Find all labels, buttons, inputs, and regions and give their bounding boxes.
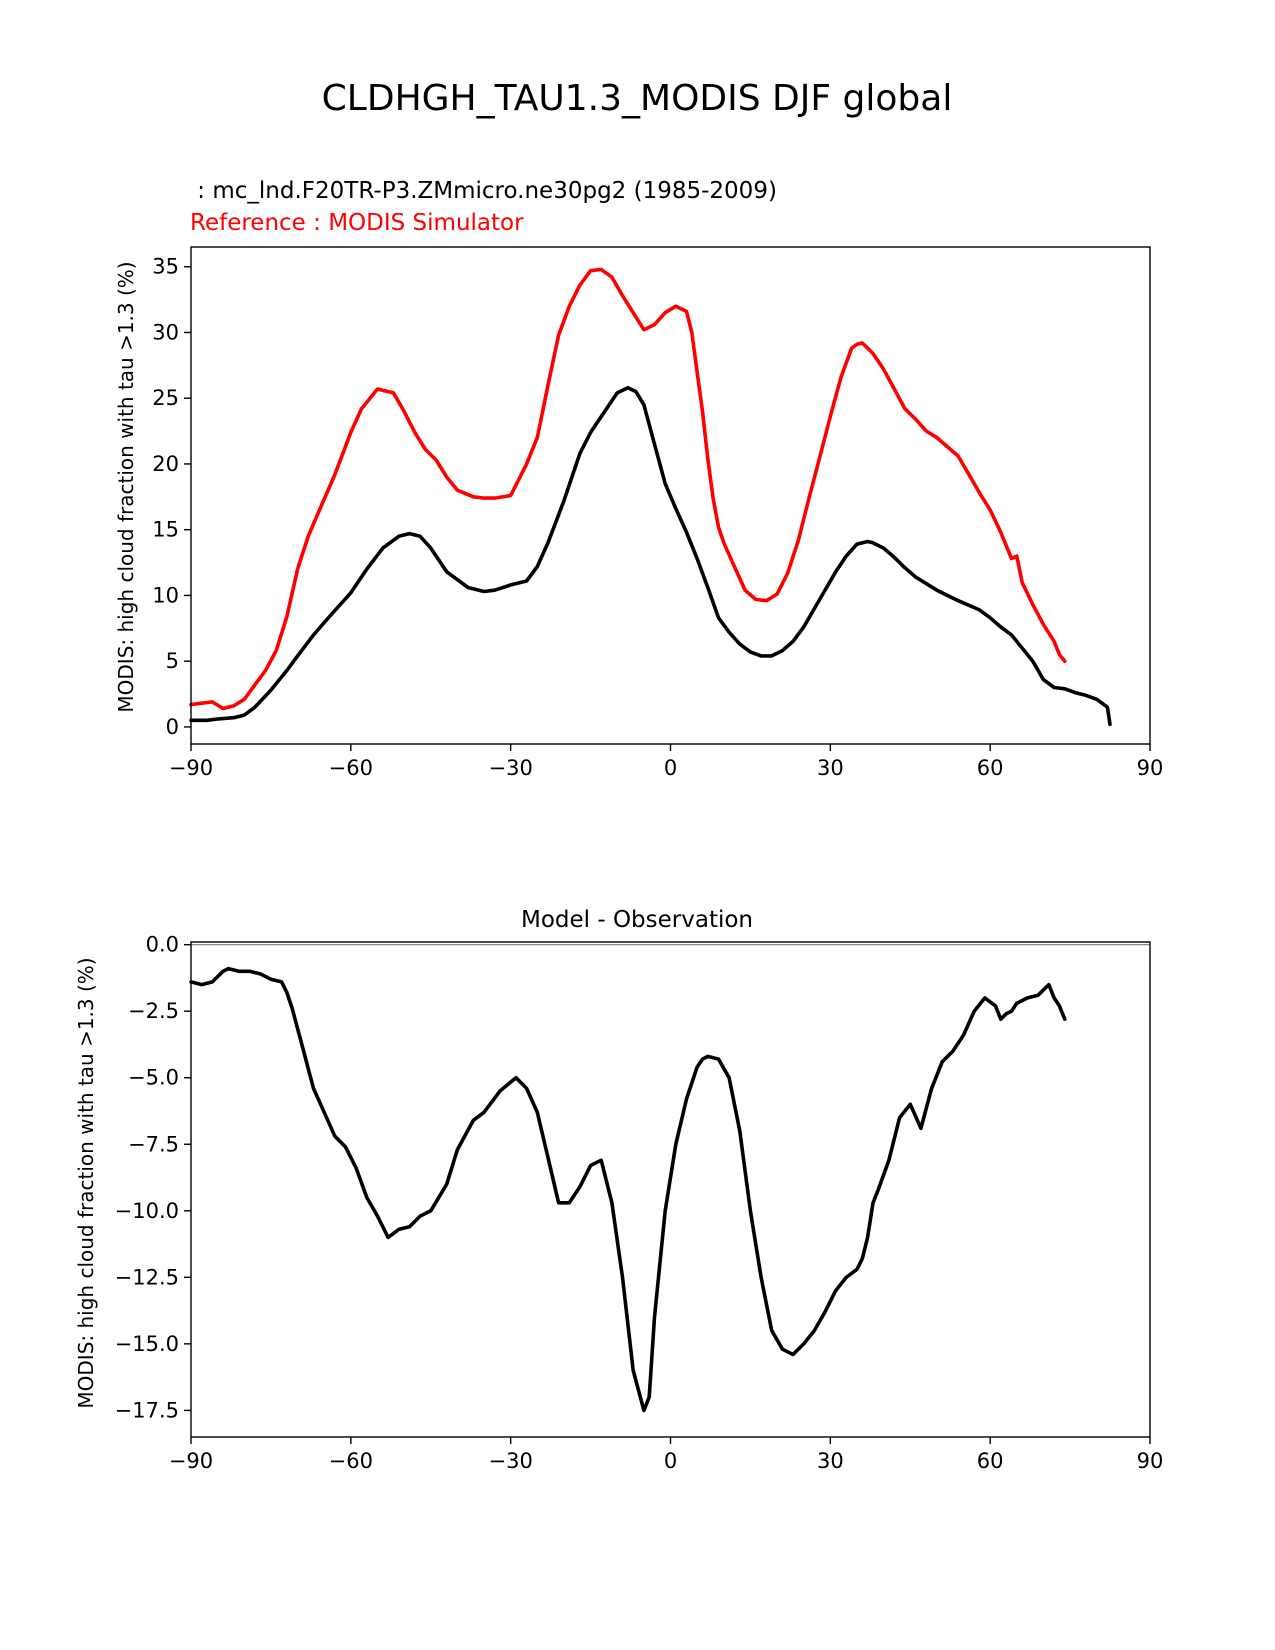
reference-label: Reference : MODIS Simulator — [190, 210, 524, 236]
y-tick-label: −10.0 — [115, 1199, 179, 1223]
top-panel: : mc_lnd.F20TR-P3.ZMmicro.ne30pg2 (1985-… — [114, 178, 1163, 780]
bottom-panel: Model - Observation MODIS: high cloud fr… — [74, 907, 1163, 1473]
top-plot-frame — [190, 246, 1151, 745]
series-line-test — [189, 385, 1112, 727]
series-line-reference — [189, 267, 1067, 711]
y-tick-label: 20 — [152, 452, 179, 476]
bottom-y-axis-label: MODIS: high cloud fraction with tau >1.3… — [74, 957, 98, 1408]
x-tick-label: 60 — [977, 756, 1004, 780]
bottom-plot-frame — [190, 941, 1151, 1438]
x-tick-label: −30 — [489, 1449, 533, 1473]
y-tick-label: −15.0 — [115, 1332, 179, 1356]
y-tick-label: 5 — [166, 649, 179, 673]
y-tick-label: 10 — [152, 583, 179, 607]
x-tick-label: 0 — [664, 1449, 677, 1473]
bottom-title: Model - Observation — [521, 907, 753, 933]
series-line-difference — [189, 966, 1067, 1413]
y-tick-label: 15 — [152, 518, 179, 542]
top-y-axis-label: MODIS: high cloud fraction with tau >1.3… — [114, 261, 138, 712]
x-tick-label: −60 — [329, 1449, 373, 1473]
y-tick-label: 0.0 — [146, 933, 179, 957]
y-tick-label: −5.0 — [128, 1066, 179, 1090]
y-tick-label: 25 — [152, 386, 179, 410]
figure-title: CLDHGH_TAU1.3_MODIS DJF global — [322, 78, 953, 119]
test-label: : mc_lnd.F20TR-P3.ZMmicro.ne30pg2 (1985-… — [190, 178, 777, 204]
x-tick-label: 90 — [1137, 756, 1164, 780]
y-tick-label: −17.5 — [115, 1398, 179, 1422]
x-tick-label: 30 — [817, 756, 844, 780]
y-tick-label: −7.5 — [128, 1132, 179, 1156]
x-tick-label: −30 — [489, 756, 533, 780]
y-tick-label: −2.5 — [128, 999, 179, 1023]
x-tick-label: −90 — [169, 756, 213, 780]
x-tick-label: 90 — [1137, 1449, 1164, 1473]
y-tick-label: 0 — [166, 715, 179, 739]
y-tick-label: −12.5 — [115, 1265, 179, 1289]
x-tick-label: −60 — [329, 756, 373, 780]
y-tick-label: 35 — [152, 255, 179, 279]
x-tick-label: 0 — [664, 756, 677, 780]
y-tick-label: 30 — [152, 320, 179, 344]
x-tick-label: −90 — [169, 1449, 213, 1473]
x-tick-label: 30 — [817, 1449, 844, 1473]
x-tick-label: 60 — [977, 1449, 1004, 1473]
